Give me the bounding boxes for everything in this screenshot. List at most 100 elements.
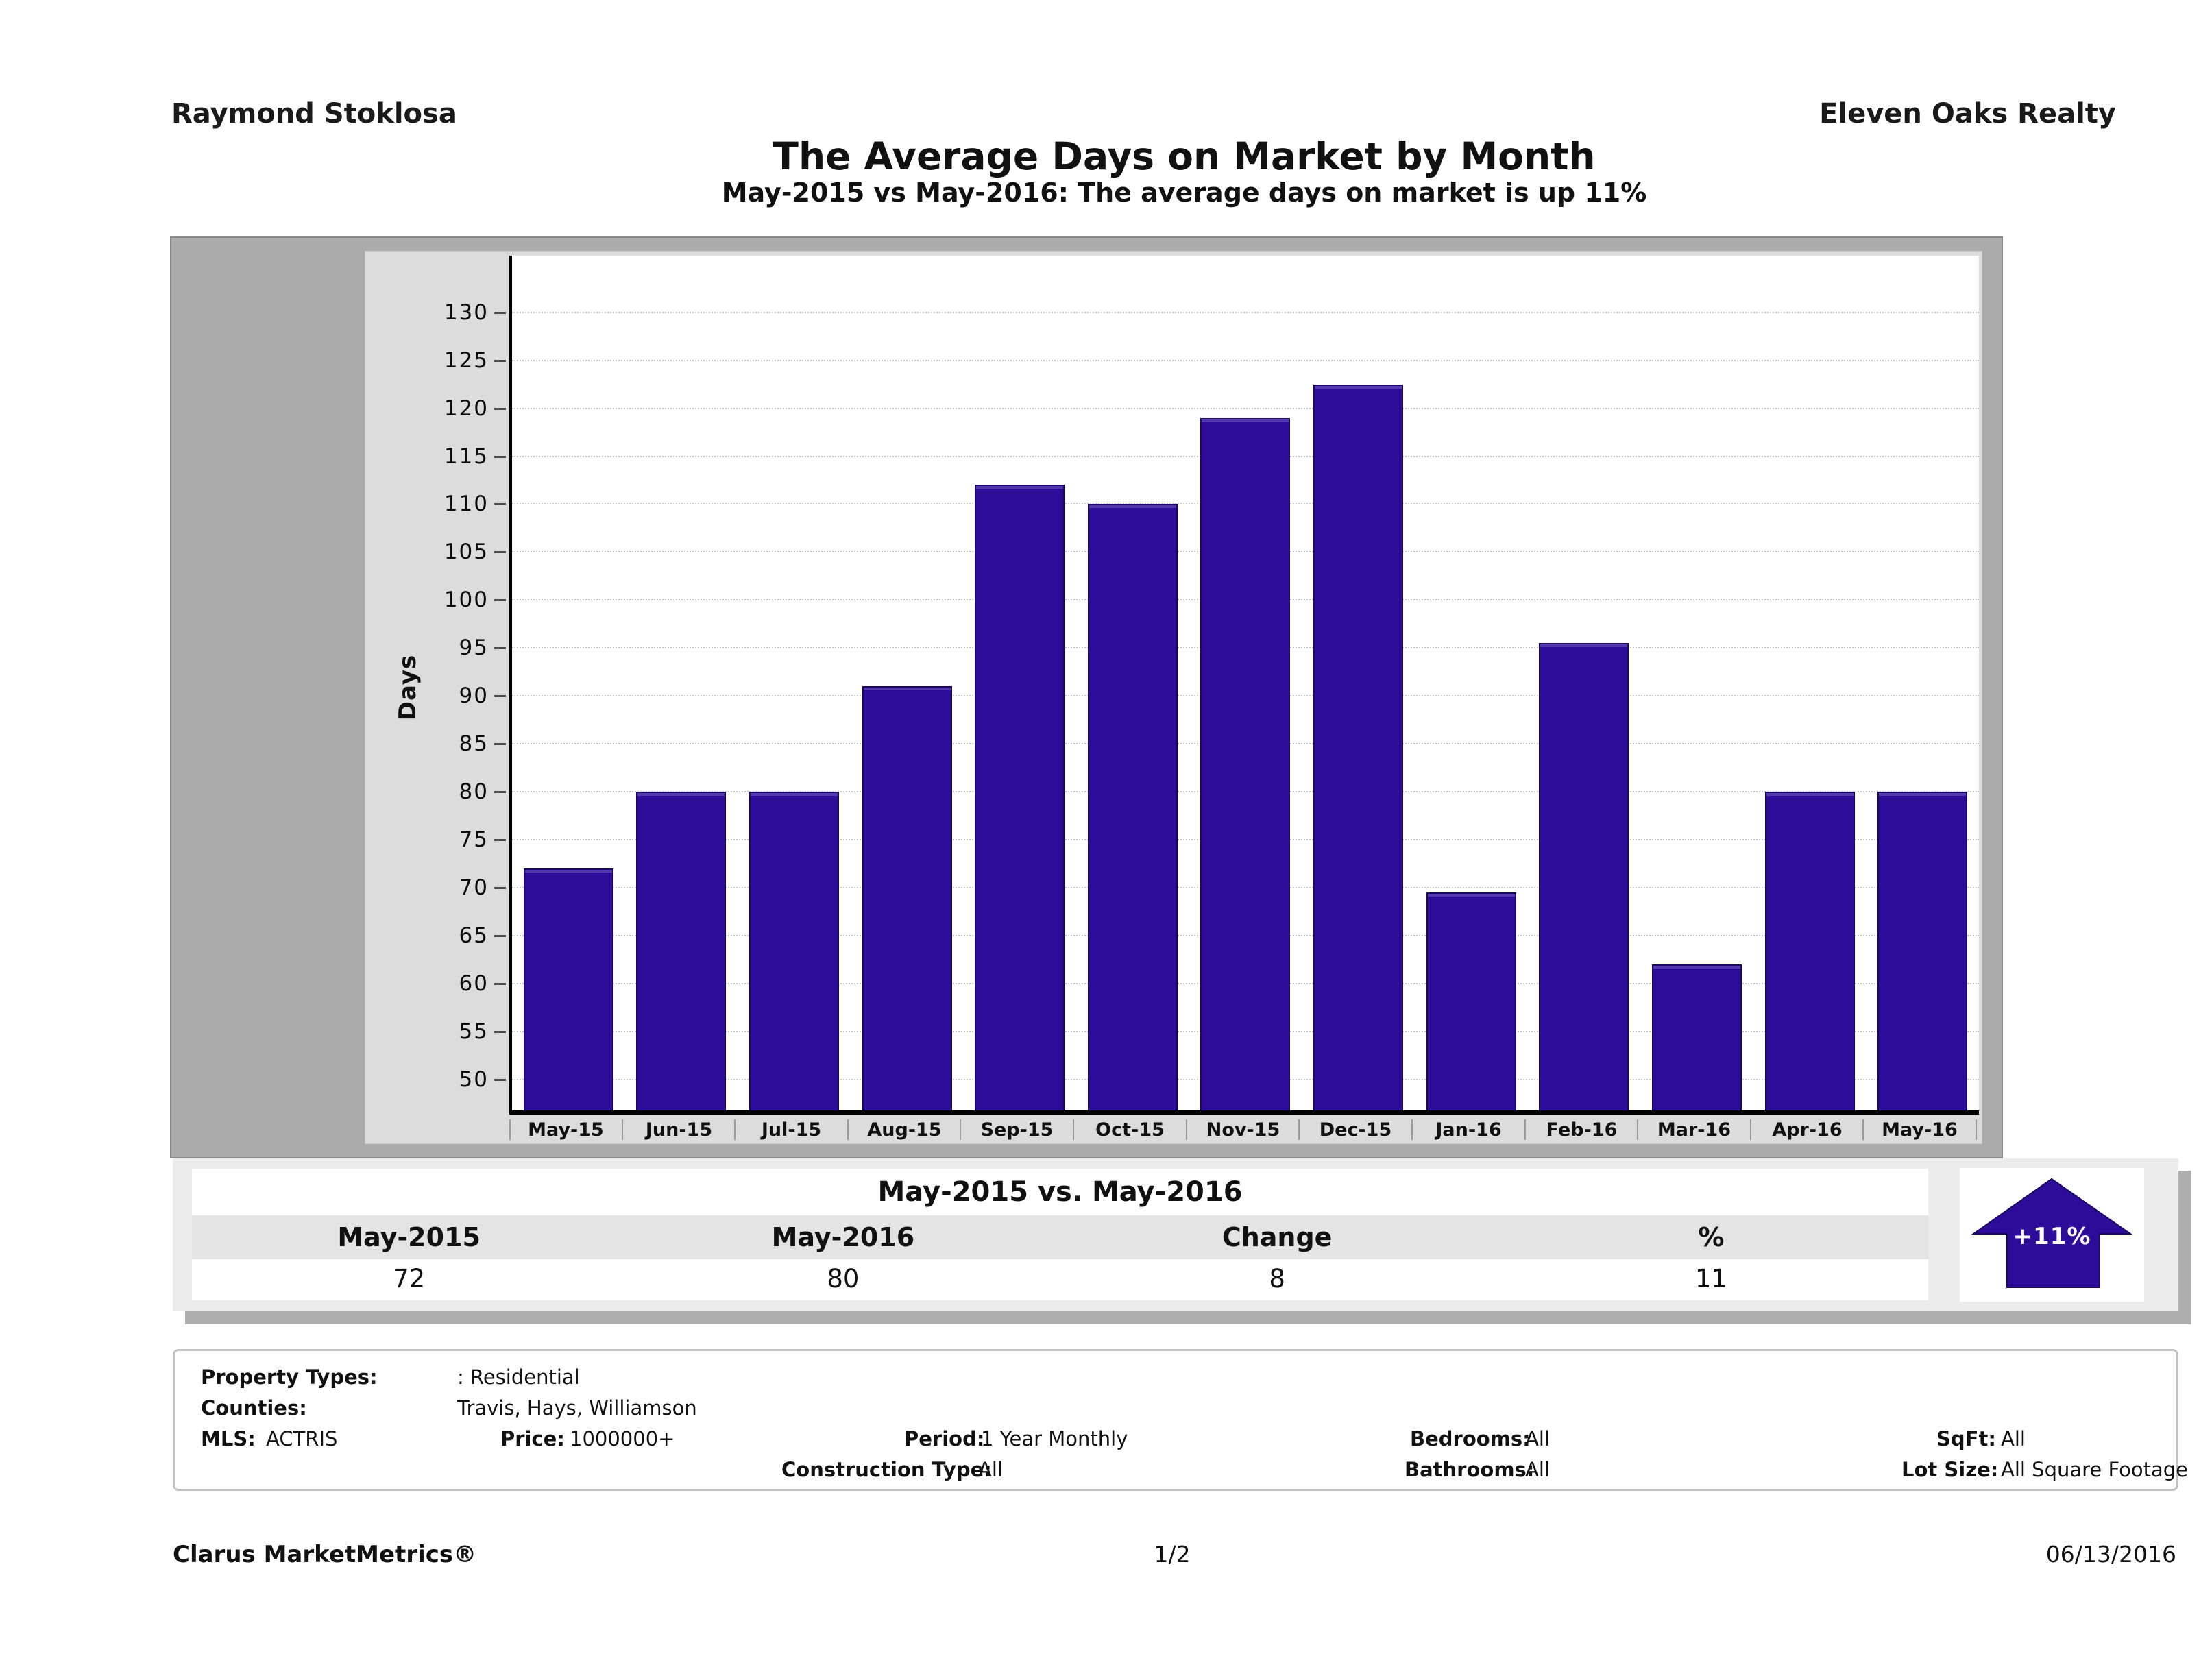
x-label-Dec-15: Dec-15 bbox=[1319, 1119, 1392, 1141]
x-separator bbox=[734, 1119, 736, 1140]
y-tick-label-100: 100 bbox=[443, 587, 489, 613]
bar-Mar-16 bbox=[1652, 964, 1742, 1110]
x-separator bbox=[622, 1119, 623, 1140]
gridline-130 bbox=[512, 311, 1979, 313]
bar-Sep-15 bbox=[975, 485, 1065, 1110]
y-tick-mark-115 bbox=[494, 455, 506, 458]
x-axis-labels: May-15 Jun-15 Jul-15 Aug-15 Sep-15 Oct-15 Nov-… bbox=[509, 1117, 1979, 1143]
x-separator bbox=[1073, 1119, 1074, 1140]
property-types-value: : Residential bbox=[457, 1365, 580, 1389]
summary-col-header-Change: Change bbox=[1222, 1222, 1333, 1252]
bathrooms-value: All bbox=[1525, 1458, 1550, 1481]
bar-Jan-16 bbox=[1426, 892, 1516, 1110]
y-tick-label-120: 120 bbox=[443, 396, 489, 421]
x-label-Jan-16: Jan-16 bbox=[1435, 1119, 1502, 1141]
x-separator bbox=[1411, 1119, 1413, 1140]
y-tick-label-80: 80 bbox=[459, 779, 489, 805]
x-label-Jul-15: Jul-15 bbox=[761, 1119, 822, 1141]
x-label-Aug-15: Aug-15 bbox=[867, 1119, 942, 1141]
badge-percent-label: +11% bbox=[2013, 1223, 2091, 1250]
y-tick-mark-70 bbox=[494, 887, 506, 890]
x-label-Sep-15: Sep-15 bbox=[980, 1119, 1054, 1141]
y-tick-label-105: 105 bbox=[443, 539, 489, 565]
x-label-Oct-15: Oct-15 bbox=[1095, 1119, 1165, 1141]
bar-Apr-16 bbox=[1765, 792, 1855, 1110]
y-tick-label-65: 65 bbox=[459, 923, 489, 949]
period-label: Period: bbox=[904, 1427, 985, 1450]
period-value: 1 Year Monthly bbox=[981, 1427, 1128, 1450]
x-label-May-16: May-16 bbox=[1882, 1119, 1958, 1141]
x-separator bbox=[847, 1119, 849, 1140]
criteria-box: Property Types: : Residential Counties: … bbox=[173, 1349, 2188, 1491]
price-label: Price: bbox=[500, 1427, 565, 1450]
gridline-120 bbox=[512, 407, 1979, 409]
plot-area bbox=[509, 256, 1979, 1115]
y-tick-mark-110 bbox=[494, 503, 506, 506]
x-separator bbox=[1862, 1119, 1864, 1140]
y-tick-label-130: 130 bbox=[443, 300, 489, 325]
property-types-label: Property Types: bbox=[201, 1365, 378, 1389]
x-separator bbox=[1637, 1119, 1638, 1140]
y-tick-mark-100 bbox=[494, 599, 506, 602]
chart-panel: Days 50 55 60 65 70 75 80 85 90 95 100 105 110 115 120… bbox=[170, 236, 2003, 1158]
x-separator bbox=[1750, 1119, 1751, 1140]
x-label-Feb-16: Feb-16 bbox=[1546, 1119, 1618, 1141]
title-block: The Average Days on Market by Month May-… bbox=[158, 136, 2211, 208]
bar-May-16 bbox=[1877, 792, 1967, 1110]
y-tick-mark-65 bbox=[494, 935, 506, 938]
lot-size-value: All Square Footage bbox=[2001, 1458, 2189, 1481]
summary-col-header-May-2016: May-2016 bbox=[771, 1222, 915, 1252]
company-name: Eleven Oaks Realty bbox=[1819, 98, 2116, 130]
y-tick-label-75: 75 bbox=[459, 827, 489, 853]
y-tick-mark-130 bbox=[494, 311, 506, 314]
chart-frame: Days 50 55 60 65 70 75 80 85 90 95 100 105 110 115 120… bbox=[365, 251, 1982, 1144]
x-separator bbox=[509, 1119, 511, 1140]
y-tick-mark-95 bbox=[494, 647, 506, 650]
change-badge: +11% bbox=[1960, 1168, 2144, 1302]
bar-Feb-16 bbox=[1539, 643, 1629, 1110]
summary-table: May-2015 vs. May-2016 May-2015 May-2016 Ch… bbox=[192, 1169, 1928, 1300]
bedrooms-label: Bedrooms: bbox=[1410, 1427, 1531, 1450]
x-separator bbox=[1976, 1119, 1977, 1140]
summary-value-%: 11 bbox=[1694, 1264, 1727, 1293]
sqft-label: SqFt: bbox=[1936, 1427, 1996, 1450]
y-tick-label-125: 125 bbox=[443, 348, 489, 373]
brand-name: Clarus MarketMetrics® bbox=[173, 1541, 477, 1568]
y-tick-mark-85 bbox=[494, 743, 506, 746]
bar-Aug-15 bbox=[862, 686, 952, 1110]
summary-section: May-2015 vs. May-2016 May-2015 May-2016 Ch… bbox=[173, 1158, 2178, 1311]
y-tick-label-55: 55 bbox=[459, 1019, 489, 1045]
y-tick-label-90: 90 bbox=[459, 683, 489, 709]
mls-value: ACTRIS bbox=[266, 1427, 338, 1450]
bar-Jul-15 bbox=[749, 792, 839, 1110]
report-date: 06/13/2016 bbox=[2045, 1541, 2176, 1568]
counties-label: Counties: bbox=[201, 1396, 307, 1420]
y-tick-mark-125 bbox=[494, 359, 506, 362]
construction-type-label: Construction Type: bbox=[781, 1458, 992, 1481]
y-tick-mark-105 bbox=[494, 551, 506, 554]
summary-col-header-%: % bbox=[1698, 1222, 1725, 1252]
bar-Nov-15 bbox=[1200, 418, 1290, 1110]
lot-size-label: Lot Size: bbox=[1901, 1458, 1999, 1481]
summary-title: May-2015 vs. May-2016 bbox=[877, 1176, 1243, 1208]
bedrooms-value: All bbox=[1525, 1427, 1550, 1450]
summary-value-row: 72 80 8 11 bbox=[192, 1259, 1928, 1300]
y-tick-mark-50 bbox=[494, 1079, 506, 1082]
agent-name: Raymond Stoklosa bbox=[171, 98, 457, 130]
summary-value-May-2016: 80 bbox=[827, 1264, 860, 1293]
y-tick-label-85: 85 bbox=[459, 731, 489, 757]
counties-value: Travis, Hays, Williamson bbox=[457, 1396, 697, 1420]
y-tick-mark-80 bbox=[494, 791, 506, 794]
x-separator bbox=[1298, 1119, 1300, 1140]
x-separator bbox=[1524, 1119, 1526, 1140]
summary-value-Change: 8 bbox=[1269, 1264, 1285, 1293]
x-separator bbox=[960, 1119, 961, 1140]
x-label-Apr-16: Apr-16 bbox=[1772, 1119, 1843, 1141]
up-arrow-icon bbox=[1971, 1178, 2133, 1288]
page-number: 1/2 bbox=[1154, 1541, 1191, 1568]
mls-label: MLS: bbox=[201, 1427, 256, 1450]
y-tick-label-115: 115 bbox=[443, 443, 489, 469]
page-title: The Average Days on Market by Month bbox=[773, 134, 1596, 178]
x-label-May-15: May-15 bbox=[528, 1119, 604, 1141]
